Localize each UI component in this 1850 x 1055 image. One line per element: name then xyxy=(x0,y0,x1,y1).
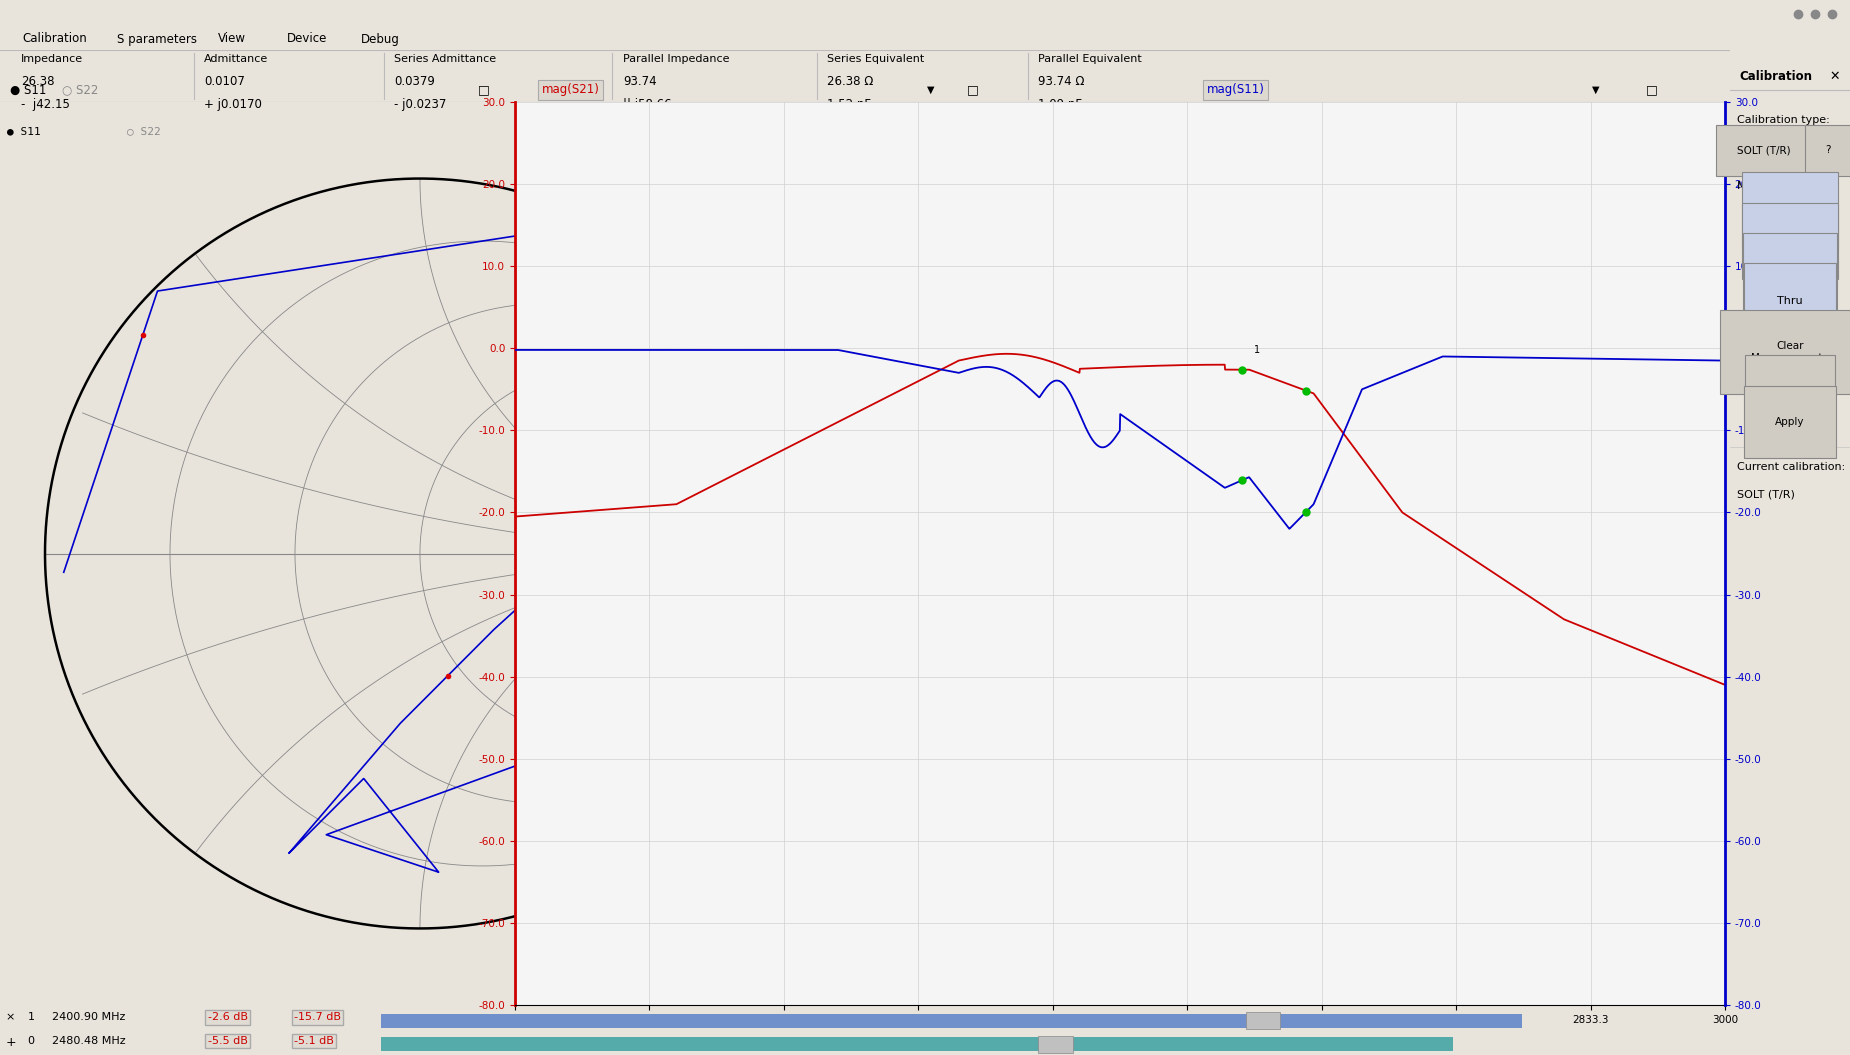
Text: 26.38: 26.38 xyxy=(20,75,54,88)
Text: ○ S22: ○ S22 xyxy=(61,83,98,96)
Text: 0.0107: 0.0107 xyxy=(204,75,244,88)
Text: -2.6 dB: -2.6 dB xyxy=(207,1013,248,1022)
Text: Open: Open xyxy=(1776,236,1806,246)
Text: Series Admittance: Series Admittance xyxy=(394,54,496,64)
Text: Load: Load xyxy=(1776,266,1804,276)
Text: Apply: Apply xyxy=(1776,417,1806,427)
Text: Impedance: Impedance xyxy=(20,54,83,64)
Text: mag(S11): mag(S11) xyxy=(1206,83,1265,96)
Text: ?: ? xyxy=(1826,146,1832,155)
Text: + j0.0170: + j0.0170 xyxy=(204,98,263,111)
Text: Thru: Thru xyxy=(1778,296,1802,306)
Text: ● S11: ● S11 xyxy=(7,126,41,136)
Text: ▼: ▼ xyxy=(927,85,934,95)
Text: Calibration: Calibration xyxy=(1739,70,1813,83)
Text: 1.09 pF: 1.09 pF xyxy=(1038,98,1082,111)
Text: Current calibration:: Current calibration: xyxy=(1737,462,1846,472)
Bar xyxy=(381,1037,1454,1051)
Text: □: □ xyxy=(477,83,488,96)
Bar xyxy=(381,1014,1523,1028)
Text: -5.1 dB: -5.1 dB xyxy=(294,1036,335,1046)
Text: SOLT (T/R): SOLT (T/R) xyxy=(1737,146,1791,155)
Text: Parallel Equivalent: Parallel Equivalent xyxy=(1038,54,1141,64)
Text: Calibration type:: Calibration type: xyxy=(1737,115,1830,126)
Text: Calibration: Calibration xyxy=(22,33,87,45)
Text: Device: Device xyxy=(287,33,327,45)
Text: Series Equivalent: Series Equivalent xyxy=(827,54,925,64)
Text: 93.74: 93.74 xyxy=(623,75,657,88)
Text: Debug: Debug xyxy=(361,33,400,45)
Text: Admittance: Admittance xyxy=(204,54,268,64)
Text: 2480.48 MHz: 2480.48 MHz xyxy=(52,1036,126,1046)
Text: 1.52 pF: 1.52 pF xyxy=(827,98,871,111)
Text: -  j42.15: - j42.15 xyxy=(20,98,70,111)
Text: mag(S21): mag(S21) xyxy=(542,83,599,96)
Text: +: + xyxy=(6,1036,17,1049)
Bar xyxy=(1245,1012,1280,1029)
Text: Parallel Impedance: Parallel Impedance xyxy=(623,54,729,64)
Text: ×: × xyxy=(6,1013,15,1022)
Text: Short: Short xyxy=(1774,206,1806,216)
Text: Measure...: Measure... xyxy=(1737,180,1796,191)
Text: - j0.0237: - j0.0237 xyxy=(394,98,448,111)
Text: ○ S22: ○ S22 xyxy=(128,126,161,136)
Text: Clear: Clear xyxy=(1776,387,1804,397)
Text: 0: 0 xyxy=(28,1036,35,1046)
Text: -5.5 dB: -5.5 dB xyxy=(207,1036,248,1046)
Text: 26.38 Ω: 26.38 Ω xyxy=(827,75,873,88)
Text: 93.74 Ω: 93.74 Ω xyxy=(1038,75,1084,88)
Text: View: View xyxy=(218,33,246,45)
Text: ● S11: ● S11 xyxy=(11,83,46,96)
Text: □: □ xyxy=(814,126,825,136)
Text: ▼: ▼ xyxy=(1593,85,1600,95)
Text: □: □ xyxy=(1645,83,1658,96)
Text: 0.0379: 0.0379 xyxy=(394,75,435,88)
Text: Clear
Measurements: Clear Measurements xyxy=(1752,342,1828,363)
Text: 2400.90 MHz: 2400.90 MHz xyxy=(52,1013,126,1022)
Text: -15.7 dB: -15.7 dB xyxy=(294,1013,340,1022)
Text: || j58.66: || j58.66 xyxy=(623,98,672,111)
Text: 1: 1 xyxy=(28,1013,35,1022)
Text: S parameters: S parameters xyxy=(117,33,196,45)
Text: SOLT (T/R): SOLT (T/R) xyxy=(1737,490,1794,499)
Text: ✕: ✕ xyxy=(1830,70,1841,83)
Text: □: □ xyxy=(968,83,979,96)
Text: ▼: ▼ xyxy=(1815,146,1820,154)
Bar xyxy=(1038,1036,1073,1053)
Text: 1: 1 xyxy=(1254,345,1260,356)
